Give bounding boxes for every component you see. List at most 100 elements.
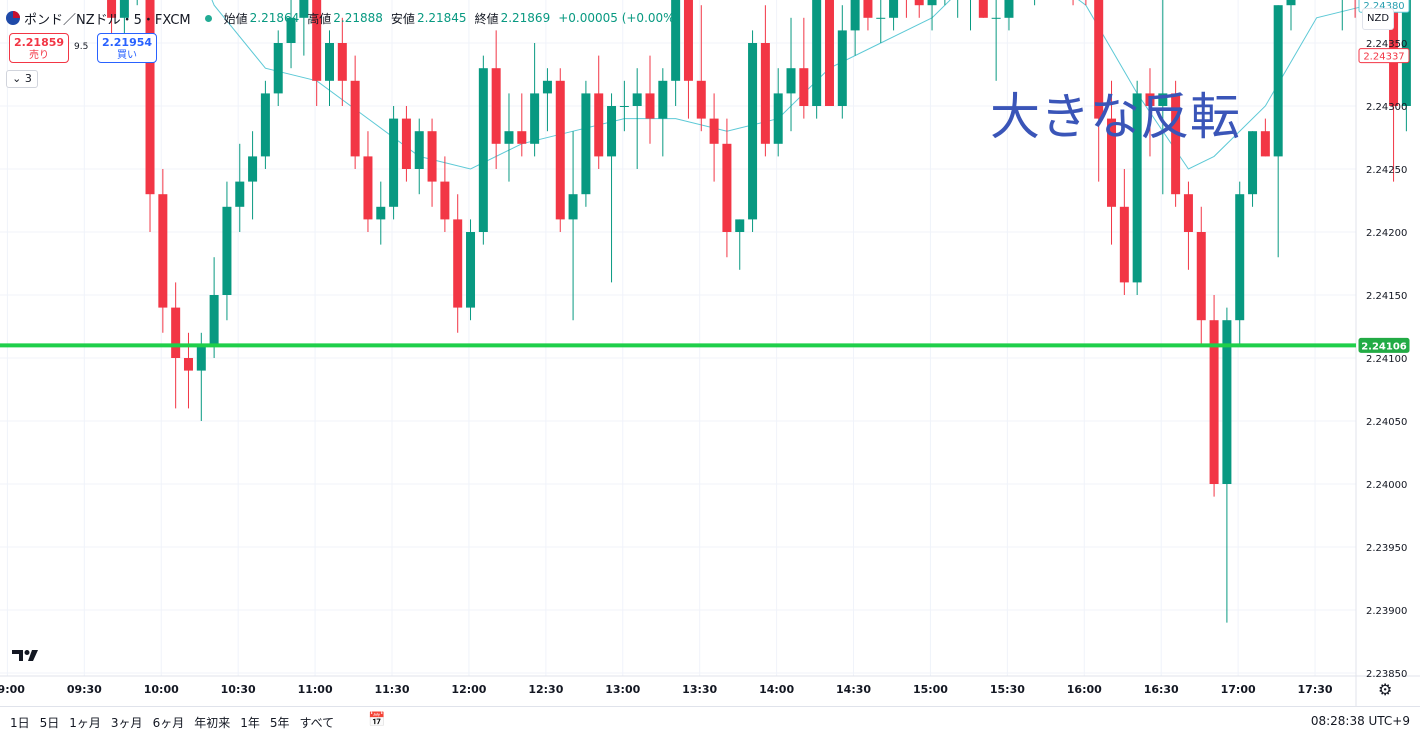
candle-down: [1260, 131, 1270, 157]
symbol-header: ポンド／NZドル・5・FXCM 始値 2.21864 高値 2.21888 安値…: [6, 6, 679, 30]
candle-up: [773, 93, 783, 144]
candle-down: [1145, 93, 1155, 106]
candle-up: [850, 0, 860, 31]
buy-button[interactable]: 2.21954 買い: [97, 33, 157, 63]
candle-up: [1248, 131, 1258, 195]
candle-up: [325, 43, 334, 81]
x-tick-label: 14:30: [836, 683, 871, 696]
candle-up: [376, 206, 386, 220]
price-badge-label: 2.24337: [1363, 52, 1404, 63]
candle-down: [350, 80, 360, 157]
candle-up: [196, 345, 206, 371]
price-badge: [1358, 337, 1410, 353]
indicators-count: 3: [24, 72, 32, 85]
candle-down: [594, 93, 604, 157]
x-tick-label: 14:00: [759, 683, 794, 696]
candle-down: [427, 131, 437, 182]
y-tick-label: 2.23900: [1366, 606, 1407, 617]
candle-up: [1004, 0, 1014, 18]
range-1d[interactable]: 1日: [10, 716, 30, 730]
spread-value: 9.5: [74, 42, 89, 52]
candle-up: [1158, 93, 1168, 106]
range-1m[interactable]: 1ヶ月: [69, 716, 101, 730]
candle-down: [1196, 232, 1206, 321]
candle-up: [671, 0, 681, 81]
range-5d[interactable]: 5日: [39, 716, 60, 730]
candle-up: [119, 0, 129, 18]
y-tick-label: 2.24200: [1366, 228, 1407, 239]
candle-up: [1132, 93, 1142, 283]
candle-down: [1183, 194, 1193, 232]
close-label: 終値: [474, 11, 499, 26]
market-status-icon: [204, 14, 212, 22]
candle-down: [517, 131, 527, 144]
tradingview-logo-icon[interactable]: [12, 648, 40, 668]
x-tick-label: 09:00: [0, 683, 25, 696]
candle-down: [1171, 93, 1181, 195]
candle-down: [491, 68, 501, 144]
currency-button[interactable]: NZD: [1362, 8, 1394, 30]
y-tick-label: 2.23850: [1366, 669, 1407, 680]
candle-up: [466, 232, 476, 308]
range-ytd[interactable]: 年初来: [194, 716, 231, 730]
candle-down: [183, 358, 193, 371]
candle-up: [530, 93, 540, 144]
x-tick-label: 12:00: [451, 683, 486, 696]
candle-up: [927, 0, 937, 6]
goto-date-calendar-icon[interactable]: 📅: [368, 712, 386, 728]
y-tick-label: 2.24000: [1366, 480, 1407, 491]
candle-up: [876, 17, 886, 19]
gbp-flag-icon: [6, 11, 20, 25]
range-all[interactable]: すべて: [299, 716, 335, 730]
x-tick-label: 17:00: [1221, 683, 1256, 696]
range-5y[interactable]: 5年: [269, 716, 290, 730]
sell-button[interactable]: 2.21859 売り: [9, 33, 69, 63]
candle-up: [414, 131, 424, 169]
range-3m[interactable]: 3ヶ月: [110, 716, 143, 730]
x-tick-label: 11:30: [375, 683, 410, 696]
candle-down: [440, 181, 450, 220]
open-label: 始値: [223, 11, 248, 26]
buy-label: 買い: [117, 50, 137, 61]
x-tick-label: 15:00: [913, 683, 948, 696]
candlestick-chart[interactable]: 大きな反転2.248002.247502.247002.246502.24600…: [0, 0, 1420, 706]
sell-label: 売り: [29, 50, 49, 61]
candle-up: [1222, 320, 1232, 484]
candle-down: [683, 0, 693, 81]
change-value: +0.00005 (+0.00%): [558, 11, 680, 25]
candle-up: [542, 80, 552, 94]
close-value: 2.21869: [500, 11, 551, 25]
candle-up: [504, 131, 514, 144]
settings-gear-icon[interactable]: ⚙: [1378, 680, 1393, 699]
candle-up: [389, 118, 399, 207]
candle-down: [363, 156, 373, 220]
candle-down: [1209, 320, 1219, 484]
clock-timezone[interactable]: 08:28:38 UTC+9: [1310, 714, 1410, 728]
candle-down: [453, 219, 463, 308]
low-label: 安値: [390, 11, 415, 26]
candle-down: [978, 0, 988, 18]
range-6m[interactable]: 6ヶ月: [152, 716, 185, 730]
y-tick-label: 2.23950: [1366, 543, 1407, 554]
range-1y[interactable]: 1年: [240, 716, 260, 730]
indicators-toggle[interactable]: ⌄ 3: [6, 70, 38, 88]
price-badge: [1358, 48, 1410, 64]
candle-down: [645, 93, 655, 119]
x-tick-label: 13:30: [682, 683, 717, 696]
candle-down: [722, 143, 732, 232]
price-badge-label: 2.24380: [1363, 1, 1404, 12]
candle-up: [235, 181, 245, 207]
candle-up: [607, 106, 617, 157]
symbol-title[interactable]: ポンド／NZドル・5・FXCM: [24, 12, 191, 28]
candle-up: [1235, 194, 1245, 321]
candle-down: [107, 0, 117, 18]
low-value: 2.21845: [416, 11, 467, 25]
candle-up: [1286, 0, 1296, 6]
y-tick-label: 2.24250: [1366, 165, 1407, 176]
y-tick-label: 2.24150: [1366, 291, 1407, 302]
candle-down: [145, 0, 155, 195]
candle-up: [581, 93, 591, 195]
candle-down: [171, 307, 181, 358]
candle-up: [991, 17, 1001, 19]
